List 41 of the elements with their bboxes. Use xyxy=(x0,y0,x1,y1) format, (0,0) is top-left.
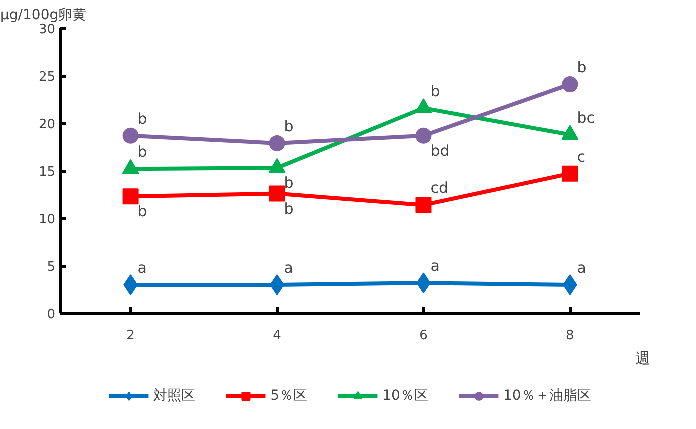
y-tick-label: 10 xyxy=(38,212,56,228)
y-axis-title: µg/100g卵黄 xyxy=(0,8,87,24)
data-label: bd xyxy=(430,142,450,160)
point xyxy=(122,128,139,144)
data-label: b xyxy=(430,82,440,100)
data-label: b xyxy=(284,174,294,192)
y-tick-label: 0 xyxy=(47,308,56,322)
legend-label: 10％＋油脂区 xyxy=(503,387,592,405)
data-label: a xyxy=(138,259,148,277)
data-label: b xyxy=(138,202,148,221)
x-tick-label: 4 xyxy=(273,328,282,344)
legend-label: 対照区 xyxy=(154,387,196,405)
data-label: a xyxy=(577,259,586,277)
point xyxy=(562,166,578,182)
data-label: bc xyxy=(577,108,595,127)
point xyxy=(416,128,432,144)
y-tick-label: 5 xyxy=(47,260,56,275)
point xyxy=(562,76,578,93)
y-tick-label: 25 xyxy=(38,70,56,85)
point xyxy=(269,186,286,202)
data-label: a xyxy=(284,259,294,277)
y-tick-label: 30 xyxy=(38,22,56,38)
y-tick-label: 20 xyxy=(38,118,56,132)
data-label: b xyxy=(577,58,587,77)
point xyxy=(122,188,139,205)
x-tick-label: 8 xyxy=(566,328,574,344)
x-tick-label: 6 xyxy=(420,328,428,344)
point xyxy=(269,135,286,152)
legend-label: 10％区 xyxy=(382,387,428,405)
x-axis-title: 週 xyxy=(636,350,650,368)
x-tick-label: 2 xyxy=(126,328,135,344)
data-label: cd xyxy=(430,179,449,198)
data-label: b xyxy=(284,200,294,218)
data-label: b xyxy=(138,110,148,128)
y-tick-label: 15 xyxy=(38,165,56,180)
data-label: b xyxy=(284,117,294,136)
legend-label: 5％区 xyxy=(270,387,308,405)
point xyxy=(416,197,432,214)
data-label: a xyxy=(430,257,440,276)
data-label: b xyxy=(138,143,148,162)
data-label: c xyxy=(577,148,586,166)
